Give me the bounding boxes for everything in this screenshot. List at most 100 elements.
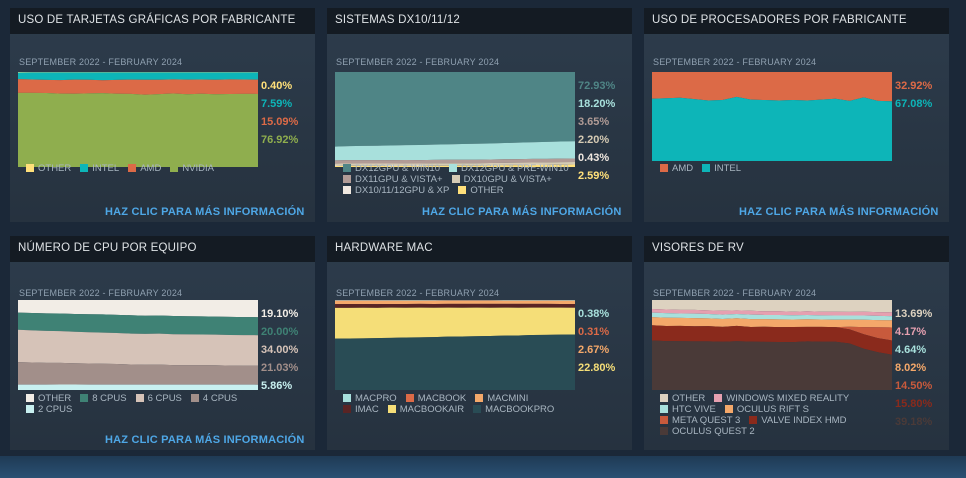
legend-label: MACPRO (355, 393, 397, 404)
series-area-windows-mixed-reality (652, 309, 892, 317)
more-info-link[interactable]: HAZ CLIC PARA MÁS INFORMACIÓN (739, 206, 939, 218)
legend-label: 4 CPUS (202, 393, 238, 404)
latest-value-macbookair: 22.80% (578, 362, 616, 374)
latest-value-meta-quest-3: 14.50% (895, 380, 933, 392)
latest-value-oculus-quest-2: 39.18% (895, 416, 933, 428)
legend-item-amd: AMD (660, 163, 693, 174)
more-info-link[interactable]: HAZ CLIC PARA MÁS INFORMACIÓN (105, 434, 305, 446)
legend-label: IMAC (355, 404, 379, 415)
series-area-oculus-quest-2 (652, 340, 892, 390)
mac-hardware-stacked-area-chart (335, 300, 575, 390)
legend-label: HTC VIVE (672, 404, 716, 415)
legend-swatch (451, 175, 460, 183)
latest-value-oculus-rift-s: 8.02% (895, 362, 927, 374)
series-area-dx11gpu-vista (335, 158, 575, 164)
legend-label: AMD (140, 163, 162, 174)
latest-value-other: 13.69% (895, 308, 933, 320)
legend-item-6-cpus: 6 CPUS (135, 393, 182, 404)
series-area-macbookair (335, 307, 575, 339)
legend-item-macbookpro: MACBOOKPRO (473, 404, 554, 415)
legend-swatch (714, 394, 723, 402)
latest-value-other: 2.59% (578, 170, 610, 182)
panel-title: SISTEMAS DX10/11/12 (335, 14, 461, 26)
legend-swatch (475, 394, 484, 402)
latest-value-intel: 7.59% (261, 98, 293, 110)
directx-stacked-area-chart (335, 72, 575, 167)
legend-row: HTC VIVE OCULUS RIFT S (660, 404, 946, 415)
legend-swatch (170, 164, 179, 172)
latest-value-valve-index-hmd: 15.80% (895, 398, 933, 410)
legend-row: DX10/11/12GPU & XP OTHER (343, 185, 629, 196)
legend-swatch (749, 416, 758, 424)
legend-item-other: OTHER (660, 393, 705, 404)
gpu-manufacturer-panel: USO DE TARJETAS GRÁFICAS POR FABRICANTE … (10, 8, 315, 222)
latest-value-amd: 32.92% (895, 80, 933, 92)
legend-swatch (458, 186, 467, 194)
legend-item-intel: INTEL (80, 163, 119, 174)
panel-title: NÚMERO DE CPU POR EQUIPO (18, 242, 197, 254)
legend-item-meta-quest-3: META QUEST 3 (660, 415, 740, 426)
latest-value-dx12gpu-win10: 72.93% (578, 80, 616, 92)
legend-swatch (660, 405, 668, 413)
legend-swatch (26, 164, 34, 172)
legend-item-dx10gpu-vista: DX10GPU & VISTA+ (451, 174, 552, 185)
panel-header: HARDWARE MAC (327, 236, 632, 262)
series-area-imac (335, 303, 575, 308)
cpu-vendor-stacked-area-chart (652, 72, 892, 161)
legend-item-macpro: MACPRO (343, 393, 397, 404)
latest-value-dx11gpu-vista: 3.65% (578, 116, 610, 128)
legend-label: INTEL (714, 163, 742, 174)
legend-item-other: OTHER (26, 163, 71, 174)
series-area-htc-vive (652, 312, 892, 321)
legend-label: DX12GPU & PRE-WIN10 (461, 163, 569, 174)
series-area-nvidia (18, 92, 258, 167)
chart-legend: OTHER INTEL AMD NVIDIA (26, 163, 312, 174)
latest-value-amd: 15.09% (261, 116, 299, 128)
more-info-link[interactable]: HAZ CLIC PARA MÁS INFORMACIÓN (105, 206, 305, 218)
chart-legend: OTHER WINDOWS MIXED REALITY HTC VIVE OCULUS… (660, 393, 946, 437)
legend-label: DX10/11/12GPU & XP (355, 185, 450, 196)
legend-label: MACBOOK (417, 393, 467, 404)
legend-swatch (190, 394, 199, 402)
legend-label: 6 CPUS (147, 393, 182, 404)
cpu-count-panel: NÚMERO DE CPU POR EQUIPO SEPTEMBER 2022 … (10, 236, 315, 450)
legend-item-valve-index-hmd: VALVE INDEX HMD (749, 415, 846, 426)
legend-label: 8 CPUS (92, 393, 127, 404)
legend-label: MACBOOKAIR (399, 404, 465, 415)
legend-label: DX12GPU & WIN10 (355, 163, 440, 174)
series-area-other (652, 300, 892, 313)
series-area-dx12gpu-win10 (335, 72, 575, 147)
legend-item-macmini: MACMINI (475, 393, 528, 404)
legend-swatch (405, 394, 414, 402)
chart-legend: OTHER 8 CPUS 6 CPUS 4 CPUS 2 CPUS (26, 393, 312, 415)
vr-headsets-stacked-area-chart (652, 300, 892, 390)
chart-legend: MACPRO MACBOOK MACMINI IMAC MACBOOKAIR MACBOO… (343, 393, 629, 415)
legend-label: OTHER (38, 393, 72, 404)
series-area-6-cpus (18, 329, 258, 366)
directx-systems-panel: SISTEMAS DX10/11/12 SEPTEMBER 2022 - FEB… (327, 8, 632, 222)
latest-value-macmini: 2.67% (578, 344, 610, 356)
series-area-macmini (335, 300, 575, 305)
panel-title: VISORES DE RV (652, 242, 744, 254)
latest-value-dx12gpu-pre-win10: 18.20% (578, 98, 616, 110)
series-area-dx10-11-12gpu-xp (335, 164, 575, 166)
legend-row: OCULUS QUEST 2 (660, 426, 946, 437)
legend-item-dx10-11-12gpu-xp: DX10/11/12GPU & XP (343, 185, 449, 196)
legend-swatch (724, 405, 733, 413)
legend-item-macbook: MACBOOK (405, 393, 467, 404)
legend-item-oculus-quest-2: OCULUS QUEST 2 (660, 426, 755, 437)
cpu-count-stacked-area-chart (18, 300, 258, 390)
latest-value-dx10-11-12gpu-xp: 0.43% (578, 152, 610, 164)
latest-value-nvidia: 76.92% (261, 134, 299, 146)
legend-row: AMD INTEL (660, 163, 946, 174)
more-info-link[interactable]: HAZ CLIC PARA MÁS INFORMACIÓN (422, 206, 622, 218)
series-area-intel (652, 96, 892, 161)
series-area-amd (652, 72, 892, 102)
legend-item-2-cpus: 2 CPUS (26, 404, 72, 415)
series-area-8-cpus (18, 312, 258, 336)
legend-label: OTHER (38, 163, 72, 174)
legend-row: IMAC MACBOOKAIR MACBOOKPRO (343, 404, 629, 415)
latest-value-other: 0.40% (261, 80, 293, 92)
legend-label: AMD (672, 163, 694, 174)
legend-item-other: OTHER (26, 393, 71, 404)
